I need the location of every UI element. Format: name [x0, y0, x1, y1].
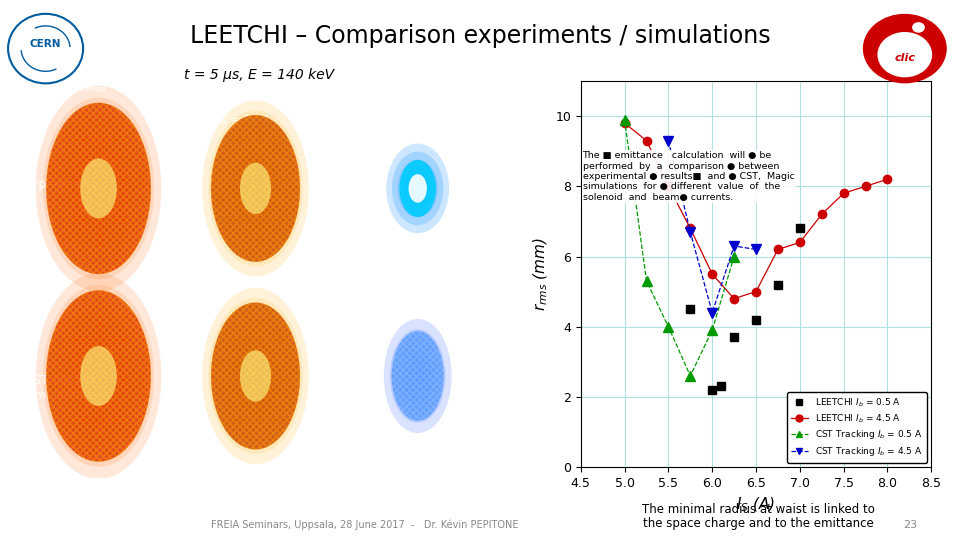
- Ellipse shape: [81, 158, 117, 218]
- Ellipse shape: [50, 109, 147, 268]
- Ellipse shape: [72, 144, 126, 232]
- Ellipse shape: [208, 298, 302, 454]
- Ellipse shape: [64, 320, 132, 432]
- Ellipse shape: [211, 302, 300, 449]
- Ellipse shape: [392, 331, 444, 421]
- Ellipse shape: [390, 329, 445, 423]
- Ellipse shape: [408, 360, 427, 392]
- Text: The ■ emittance   calculation  will ● be
performed  by  a  comparison ● between
: The ■ emittance calculation will ● be pe…: [583, 151, 795, 202]
- Ellipse shape: [396, 340, 440, 413]
- Ellipse shape: [232, 151, 278, 226]
- Circle shape: [877, 32, 932, 77]
- Ellipse shape: [399, 160, 436, 217]
- Ellipse shape: [409, 174, 427, 202]
- Ellipse shape: [36, 86, 161, 291]
- Ellipse shape: [43, 97, 155, 279]
- Text: LEETCHI – Comparison experiments / simulations: LEETCHI – Comparison experiments / simul…: [190, 24, 770, 48]
- Ellipse shape: [415, 370, 421, 382]
- Ellipse shape: [384, 319, 452, 433]
- Ellipse shape: [227, 328, 284, 424]
- Ellipse shape: [415, 184, 420, 193]
- Ellipse shape: [208, 111, 302, 266]
- Text: The minimal radius at waist is linked to: The minimal radius at waist is linked to: [642, 503, 875, 516]
- Text: 23: 23: [902, 520, 917, 530]
- Ellipse shape: [397, 160, 438, 217]
- Ellipse shape: [409, 176, 426, 201]
- Ellipse shape: [203, 100, 309, 276]
- Ellipse shape: [203, 288, 309, 464]
- Ellipse shape: [43, 285, 155, 467]
- Text: CERN: CERN: [30, 39, 61, 49]
- Ellipse shape: [46, 291, 151, 462]
- Ellipse shape: [58, 308, 140, 443]
- Ellipse shape: [232, 338, 278, 414]
- Text: FREIA Seminars, Uppsala, 28 June 2017  -   Dr. Kévin PEPITONE: FREIA Seminars, Uppsala, 28 June 2017 - …: [211, 520, 518, 530]
- Ellipse shape: [36, 273, 161, 479]
- Ellipse shape: [240, 163, 271, 214]
- Text: $I_{solenoid}$ = 5.6 A: $I_{solenoid}$ = 5.6 A: [193, 113, 270, 127]
- Ellipse shape: [402, 350, 433, 402]
- Text: the space charge and to the emittance: the space charge and to the emittance: [643, 517, 874, 530]
- Ellipse shape: [386, 144, 449, 233]
- Ellipse shape: [221, 318, 291, 434]
- Circle shape: [912, 22, 924, 33]
- Ellipse shape: [214, 308, 297, 444]
- Text: CST Tracking
simulations: CST Tracking simulations: [25, 374, 102, 402]
- Ellipse shape: [50, 296, 147, 455]
- Text: Experiment: Experiment: [25, 178, 94, 191]
- Ellipse shape: [403, 168, 432, 209]
- Y-axis label: $r_{rms}$ (mm): $r_{rms}$ (mm): [531, 237, 550, 311]
- Ellipse shape: [58, 121, 140, 256]
- Ellipse shape: [46, 103, 151, 274]
- Circle shape: [863, 14, 947, 83]
- Ellipse shape: [227, 140, 284, 236]
- Ellipse shape: [211, 115, 300, 262]
- Ellipse shape: [72, 332, 126, 420]
- Ellipse shape: [214, 120, 297, 256]
- Ellipse shape: [64, 133, 132, 244]
- Text: $I_{solenoid}$ = 5.8 A: $I_{solenoid}$ = 5.8 A: [334, 80, 411, 94]
- Text: $I_{solenoid}$ = 5.4 A: $I_{solenoid}$ = 5.4 A: [72, 80, 150, 94]
- Text: t = 5 μs, E = 140 keV: t = 5 μs, E = 140 keV: [184, 68, 334, 82]
- Legend: LEETCHI $I_b$ = 0.5 A, LEETCHI $I_b$ = 4.5 A, CST Tracking $I_b$ = 0.5 A, CST Tr: LEETCHI $I_b$ = 0.5 A, LEETCHI $I_b$ = 4…: [787, 392, 926, 463]
- Ellipse shape: [392, 152, 444, 225]
- Ellipse shape: [81, 346, 117, 406]
- Ellipse shape: [221, 131, 291, 246]
- Ellipse shape: [240, 350, 271, 402]
- X-axis label: $I_S$ (A): $I_S$ (A): [736, 495, 776, 514]
- Text: clic: clic: [895, 53, 915, 63]
